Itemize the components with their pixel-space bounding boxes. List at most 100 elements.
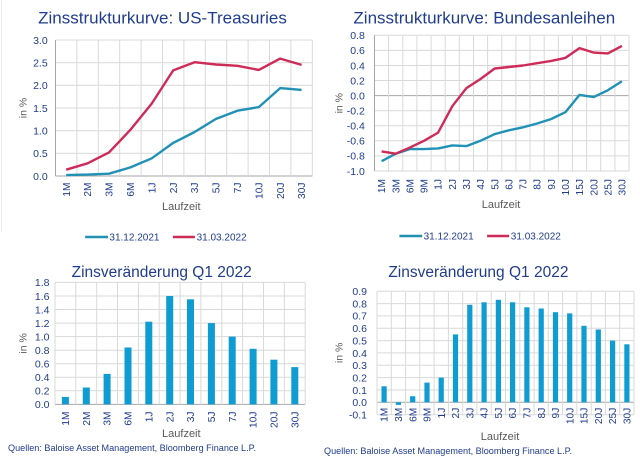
svg-text:20J: 20J [276,183,287,199]
svg-text:5J: 5J [207,412,218,423]
svg-text:1M: 1M [380,408,391,422]
svg-text:9M: 9M [423,408,434,422]
svg-text:6M: 6M [126,183,137,197]
svg-text:0.6: 0.6 [35,359,50,371]
svg-text:-0.8: -0.8 [347,151,365,163]
svg-text:5J: 5J [494,408,505,419]
svg-text:25J: 25J [603,179,614,195]
svg-text:6J: 6J [504,179,515,190]
svg-text:0.2: 0.2 [352,372,367,384]
svg-text:0.8: 0.8 [35,345,50,357]
svg-text:0.8: 0.8 [352,298,367,310]
svg-text:in %: in % [18,333,30,353]
svg-text:1J: 1J [434,179,445,190]
svg-text:30J: 30J [623,408,634,424]
svg-text:0.3: 0.3 [352,360,367,372]
svg-text:1.0: 1.0 [35,331,50,343]
svg-text:10J: 10J [254,183,265,199]
svg-text:30J: 30J [618,179,629,195]
svg-text:0.9: 0.9 [352,286,367,298]
svg-text:30J: 30J [297,183,308,199]
svg-text:9M: 9M [420,179,431,193]
svg-text:0.4: 0.4 [352,348,367,360]
svg-text:1.6: 1.6 [35,291,50,303]
svg-text:-0.6: -0.6 [347,136,365,148]
svg-text:9J: 9J [547,179,558,190]
svg-text:3M: 3M [391,179,402,193]
svg-text:10J: 10J [565,408,576,424]
svg-text:0.5: 0.5 [33,148,48,160]
svg-text:2.5: 2.5 [33,58,48,70]
svg-text:Laufzeit: Laufzeit [162,201,201,213]
svg-text:30J: 30J [290,412,301,428]
svg-text:3M: 3M [103,412,114,426]
svg-text:0.4: 0.4 [350,60,365,72]
svg-text:31.03.2022: 31.03.2022 [197,233,247,244]
svg-text:1M: 1M [377,179,388,193]
svg-text:15J: 15J [580,408,591,424]
svg-text:3M: 3M [105,183,116,197]
svg-text:0.0: 0.0 [350,90,365,102]
svg-text:25J: 25J [608,408,619,424]
svg-text:2J: 2J [448,179,459,190]
svg-text:9J: 9J [551,408,562,419]
svg-text:1J: 1J [144,412,155,423]
svg-text:10J: 10J [249,412,260,428]
svg-text:0.0: 0.0 [35,399,50,411]
svg-text:-0.4: -0.4 [347,121,365,133]
svg-text:5J: 5J [212,183,223,194]
svg-text:Laufzeit: Laufzeit [482,199,521,211]
svg-text:7J: 7J [233,183,244,194]
svg-text:1.5: 1.5 [33,103,48,115]
svg-text:2M: 2M [82,412,93,426]
svg-text:3J: 3J [190,183,201,194]
svg-text:1J: 1J [147,183,158,194]
svg-text:0.6: 0.6 [350,45,365,57]
svg-text:0.2: 0.2 [35,386,50,398]
svg-text:31.03.2022: 31.03.2022 [511,232,561,243]
svg-text:3J: 3J [186,412,197,423]
svg-text:1J: 1J [437,408,448,419]
svg-text:-0.1: -0.1 [349,410,367,422]
svg-text:Zinsveränderung Q1 2022: Zinsveränderung Q1 2022 [388,264,568,281]
svg-text:0.0: 0.0 [33,171,48,183]
svg-text:31.12.2021: 31.12.2021 [424,232,474,243]
svg-text:20J: 20J [594,408,605,424]
svg-text:0.4: 0.4 [35,372,50,384]
svg-text:0.0: 0.0 [352,397,367,409]
svg-text:-1.0: -1.0 [347,166,365,178]
svg-text:20J: 20J [589,179,600,195]
svg-text:2J: 2J [169,183,180,194]
svg-text:2J: 2J [451,408,462,419]
svg-text:20J: 20J [270,412,281,428]
svg-text:4J: 4J [480,408,491,419]
svg-text:0.6: 0.6 [352,323,367,335]
svg-text:7J: 7J [523,408,534,419]
svg-text:6J: 6J [508,408,519,419]
svg-text:3M: 3M [394,408,405,422]
svg-text:6M: 6M [124,412,135,426]
svg-text:in %: in % [18,98,30,118]
svg-text:7J: 7J [519,179,530,190]
svg-text:0.5: 0.5 [352,335,367,347]
svg-text:7J: 7J [228,412,239,423]
svg-text:6M: 6M [405,179,416,193]
svg-text:Laufzeit: Laufzeit [162,428,201,440]
svg-text:2J: 2J [165,412,176,423]
svg-text:1.8: 1.8 [35,277,50,289]
svg-text:0.2: 0.2 [350,75,365,87]
svg-text:Zinsstrukturkurve: Bundesanlei: Zinsstrukturkurve: Bundesanleihen [353,9,615,28]
svg-text:6M: 6M [408,408,419,422]
svg-text:10J: 10J [561,179,572,195]
svg-text:8J: 8J [537,408,548,419]
svg-text:5J: 5J [490,179,501,190]
svg-text:Quellen: Baloise Asset Managem: Quellen: Baloise Asset Management, Bloom… [324,446,572,456]
svg-text:2.0: 2.0 [33,80,48,92]
svg-text:0.8: 0.8 [350,30,365,42]
svg-text:-0.2: -0.2 [347,106,365,118]
svg-text:in %: in % [334,343,346,363]
svg-text:in %: in % [334,93,346,113]
svg-text:1.0: 1.0 [33,126,48,138]
svg-text:3J: 3J [465,408,476,419]
svg-text:15J: 15J [575,179,586,195]
